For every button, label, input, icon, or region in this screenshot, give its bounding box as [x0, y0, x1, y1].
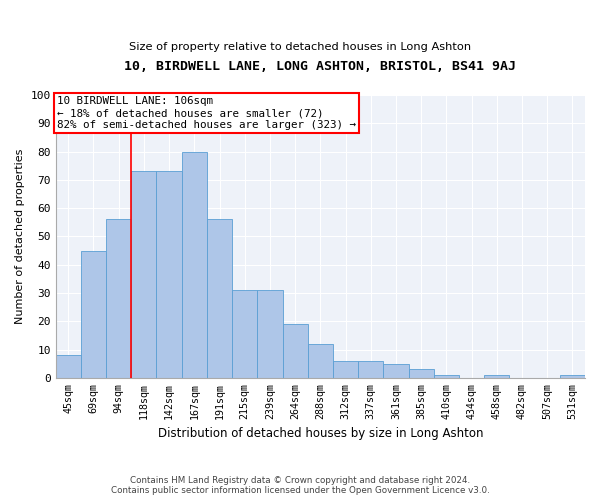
- Bar: [560, 375, 585, 378]
- Bar: [257, 290, 283, 378]
- Bar: [81, 250, 106, 378]
- Bar: [333, 361, 358, 378]
- Bar: [207, 220, 232, 378]
- Title: 10, BIRDWELL LANE, LONG ASHTON, BRISTOL, BS41 9AJ: 10, BIRDWELL LANE, LONG ASHTON, BRISTOL,…: [124, 60, 517, 73]
- Bar: [283, 324, 308, 378]
- Text: Contains HM Land Registry data © Crown copyright and database right 2024.
Contai: Contains HM Land Registry data © Crown c…: [110, 476, 490, 495]
- Bar: [383, 364, 409, 378]
- Bar: [232, 290, 257, 378]
- Bar: [182, 152, 207, 378]
- Bar: [131, 172, 157, 378]
- X-axis label: Distribution of detached houses by size in Long Ashton: Distribution of detached houses by size …: [158, 427, 483, 440]
- Bar: [434, 375, 459, 378]
- Y-axis label: Number of detached properties: Number of detached properties: [15, 148, 25, 324]
- Bar: [409, 370, 434, 378]
- Bar: [157, 172, 182, 378]
- Text: 10 BIRDWELL LANE: 106sqm
← 18% of detached houses are smaller (72)
82% of semi-d: 10 BIRDWELL LANE: 106sqm ← 18% of detach…: [57, 96, 356, 130]
- Bar: [484, 375, 509, 378]
- Bar: [308, 344, 333, 378]
- Bar: [358, 361, 383, 378]
- Bar: [106, 220, 131, 378]
- Text: Size of property relative to detached houses in Long Ashton: Size of property relative to detached ho…: [129, 42, 471, 52]
- Bar: [56, 355, 81, 378]
